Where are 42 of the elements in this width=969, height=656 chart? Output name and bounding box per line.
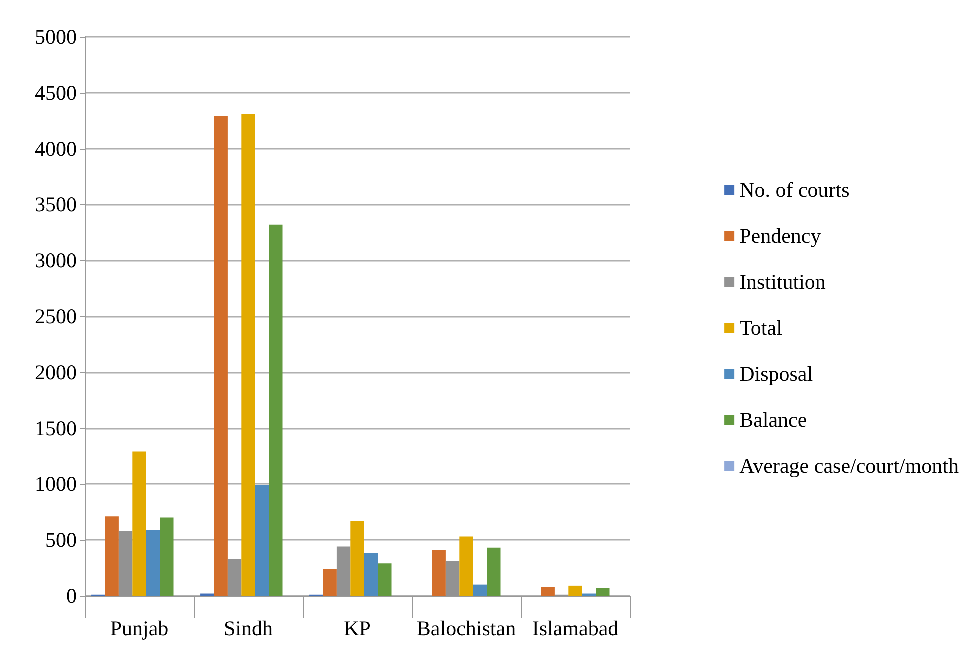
bar: [105, 516, 119, 596]
x-tick-label: Islamabad: [532, 616, 620, 640]
legend-label: Pendency: [740, 224, 822, 248]
bar: [146, 530, 160, 596]
x-tick-label: Sindh: [224, 616, 274, 640]
y-tick-label: 5000: [35, 25, 77, 49]
y-tick-label: 1500: [35, 416, 77, 440]
legend-label: Balance: [740, 408, 808, 432]
bar: [255, 485, 270, 596]
x-tick-label: Punjab: [110, 616, 169, 640]
y-tick-label: 3000: [35, 248, 77, 273]
y-tick-label: 1000: [35, 472, 77, 496]
y-tick-label: 2000: [35, 360, 77, 384]
bar: [596, 588, 610, 596]
legend-label: No. of courts: [740, 178, 850, 202]
y-tick-label: 2500: [35, 304, 77, 328]
legend-label: Average case/court/month: [740, 454, 960, 478]
x-tick-label: KP: [344, 616, 371, 640]
legend-label: Disposal: [740, 362, 814, 386]
legend-label: Total: [740, 316, 783, 340]
bar: [350, 521, 364, 596]
bar: [132, 452, 146, 596]
y-tick-label: 3500: [35, 192, 77, 217]
bar: [242, 114, 256, 596]
bar: [541, 587, 555, 596]
bar: [160, 518, 174, 596]
bar: [432, 550, 446, 596]
y-tick-label: 500: [46, 528, 77, 552]
bar: [364, 554, 378, 596]
bar: [269, 224, 283, 596]
bar: [487, 548, 501, 596]
bar: [473, 584, 488, 596]
bar: [568, 586, 582, 596]
bar: [460, 536, 474, 596]
bar: [323, 569, 337, 596]
y-tick-label: 4000: [35, 136, 77, 161]
x-tick-label: Balochistan: [416, 616, 517, 640]
bar: [214, 116, 228, 596]
legend-label: Institution: [740, 270, 826, 294]
y-tick-label: 0: [66, 584, 77, 608]
bar: [378, 564, 392, 596]
y-tick-label: 4500: [35, 80, 77, 105]
